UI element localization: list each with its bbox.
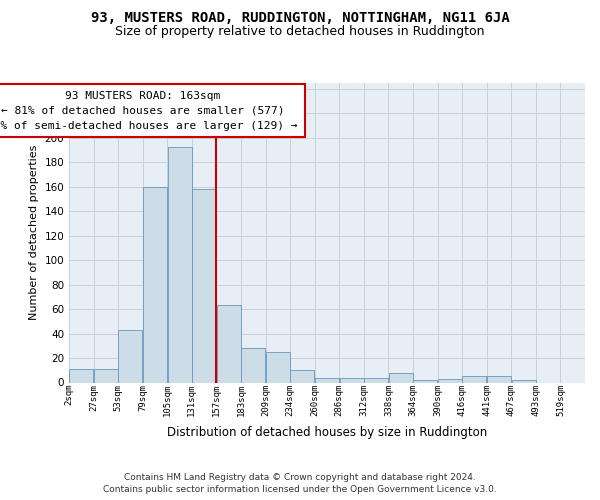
- Bar: [69, 369, 94, 382]
- Bar: [315, 378, 339, 382]
- Text: Contains HM Land Registry data © Crown copyright and database right 2024.: Contains HM Land Registry data © Crown c…: [124, 472, 476, 482]
- Text: 93, MUSTERS ROAD, RUDDINGTON, NOTTINGHAM, NG11 6JA: 93, MUSTERS ROAD, RUDDINGTON, NOTTINGHAM…: [91, 11, 509, 25]
- Text: Distribution of detached houses by size in Ruddington: Distribution of detached houses by size …: [167, 426, 487, 439]
- Bar: [290, 370, 314, 382]
- Bar: [438, 379, 462, 382]
- Text: 93 MUSTERS ROAD: 163sqm
← 81% of detached houses are smaller (577)
18% of semi-d: 93 MUSTERS ROAD: 163sqm ← 81% of detache…: [0, 91, 298, 130]
- Bar: [192, 189, 216, 382]
- Y-axis label: Number of detached properties: Number of detached properties: [29, 145, 39, 320]
- Bar: [389, 372, 413, 382]
- Text: Size of property relative to detached houses in Ruddington: Size of property relative to detached ho…: [115, 25, 485, 38]
- Bar: [512, 380, 536, 382]
- Bar: [217, 306, 241, 382]
- Text: Contains public sector information licensed under the Open Government Licence v3: Contains public sector information licen…: [103, 485, 497, 494]
- Bar: [241, 348, 265, 382]
- Bar: [266, 352, 290, 382]
- Bar: [364, 378, 388, 382]
- Bar: [463, 376, 487, 382]
- Bar: [167, 148, 191, 382]
- Bar: [413, 380, 437, 382]
- Bar: [118, 330, 142, 382]
- Bar: [143, 186, 167, 382]
- Bar: [94, 369, 118, 382]
- Bar: [487, 376, 511, 382]
- Bar: [340, 378, 364, 382]
